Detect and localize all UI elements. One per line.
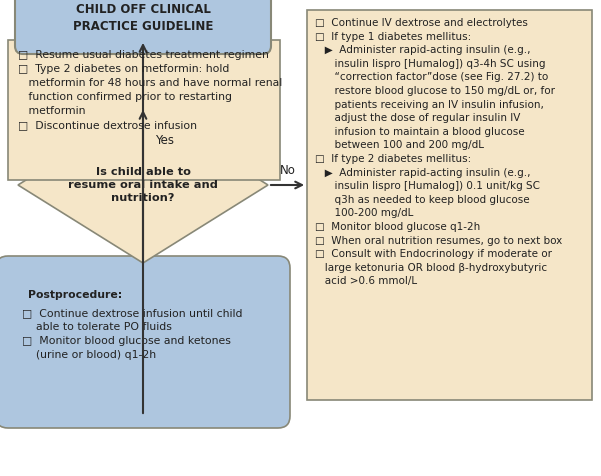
Text: Postprocedure:: Postprocedure: xyxy=(28,290,122,300)
Text: CHILD OFF CLINICAL
PRACTICE GUIDELINE: CHILD OFF CLINICAL PRACTICE GUIDELINE xyxy=(73,3,213,33)
FancyBboxPatch shape xyxy=(307,10,592,400)
Text: Yes: Yes xyxy=(155,135,174,148)
Text: □  Resume usual diabetes treatment regimen
□  Type 2 diabetes on metformin: hold: □ Resume usual diabetes treatment regime… xyxy=(18,50,282,130)
Text: □  Continue IV dextrose and electrolytes
□  If type 1 diabetes mellitus:
   ▶  A: □ Continue IV dextrose and electrolytes … xyxy=(315,18,563,287)
FancyBboxPatch shape xyxy=(15,0,271,54)
Text: Is child able to
resume oral intake and
nutrition?: Is child able to resume oral intake and … xyxy=(68,167,218,203)
Polygon shape xyxy=(18,107,268,263)
FancyBboxPatch shape xyxy=(8,40,280,180)
FancyBboxPatch shape xyxy=(0,256,290,428)
Text: No: No xyxy=(279,164,296,177)
Text: □  Continue dextrose infusion until child
    able to tolerate PO fluids
□  Moni: □ Continue dextrose infusion until child… xyxy=(22,308,242,360)
